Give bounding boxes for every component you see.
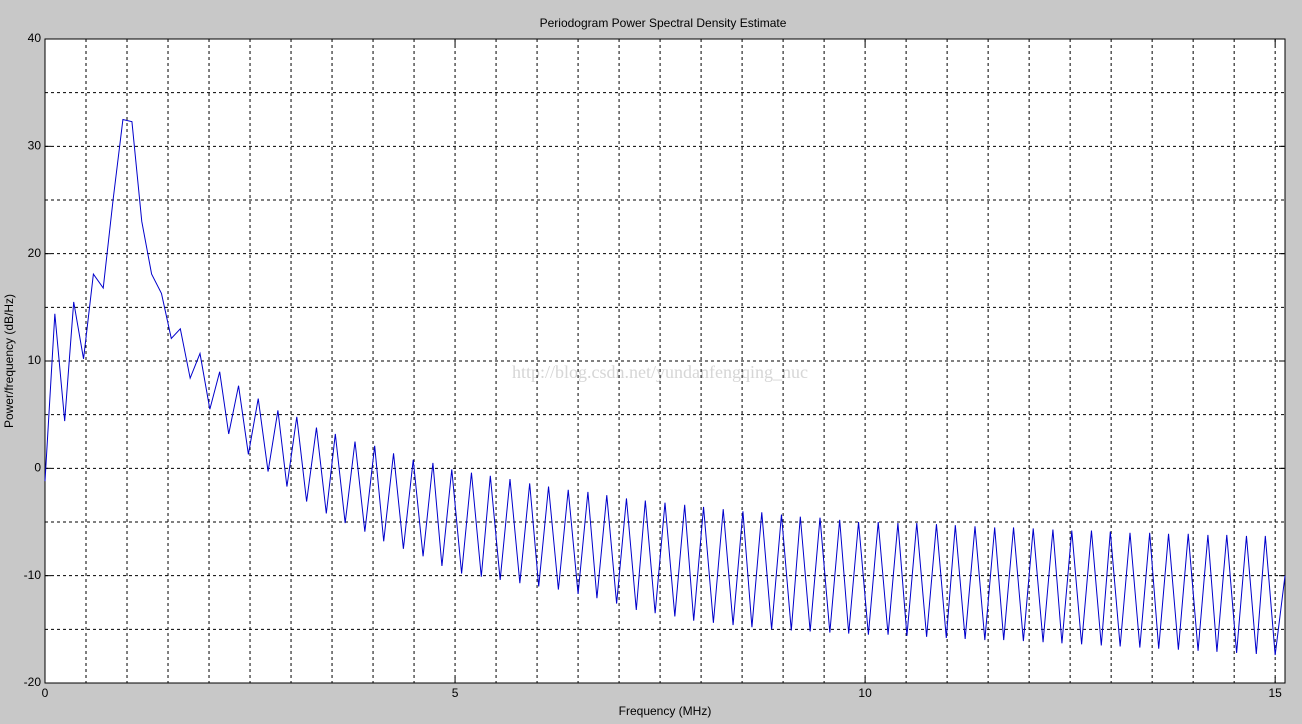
x-tick-label: 5 [452,686,459,700]
y-tick-label: 40 [28,31,42,45]
y-axis-label: Power/frequency (dB/Hz) [2,294,16,428]
x-tick-label: 15 [1268,686,1282,700]
x-tick-label: 10 [858,686,872,700]
y-tick-label: 0 [34,461,41,475]
y-tick-label: 20 [28,246,42,260]
axes-box [44,38,1286,684]
y-tick-label: -10 [24,568,42,582]
data-line [44,118,1286,656]
y-tick-label: 30 [28,139,42,153]
y-tick-label: -20 [24,675,42,689]
chart-title: Periodogram Power Spectral Density Estim… [540,16,787,30]
y-tick-label: 10 [28,353,42,367]
watermark: http://blog.csdn.net/yundanfengqing_nuc [512,362,808,382]
x-tick-label: 0 [42,686,49,700]
x-axis-label: Frequency (MHz) [619,704,712,718]
